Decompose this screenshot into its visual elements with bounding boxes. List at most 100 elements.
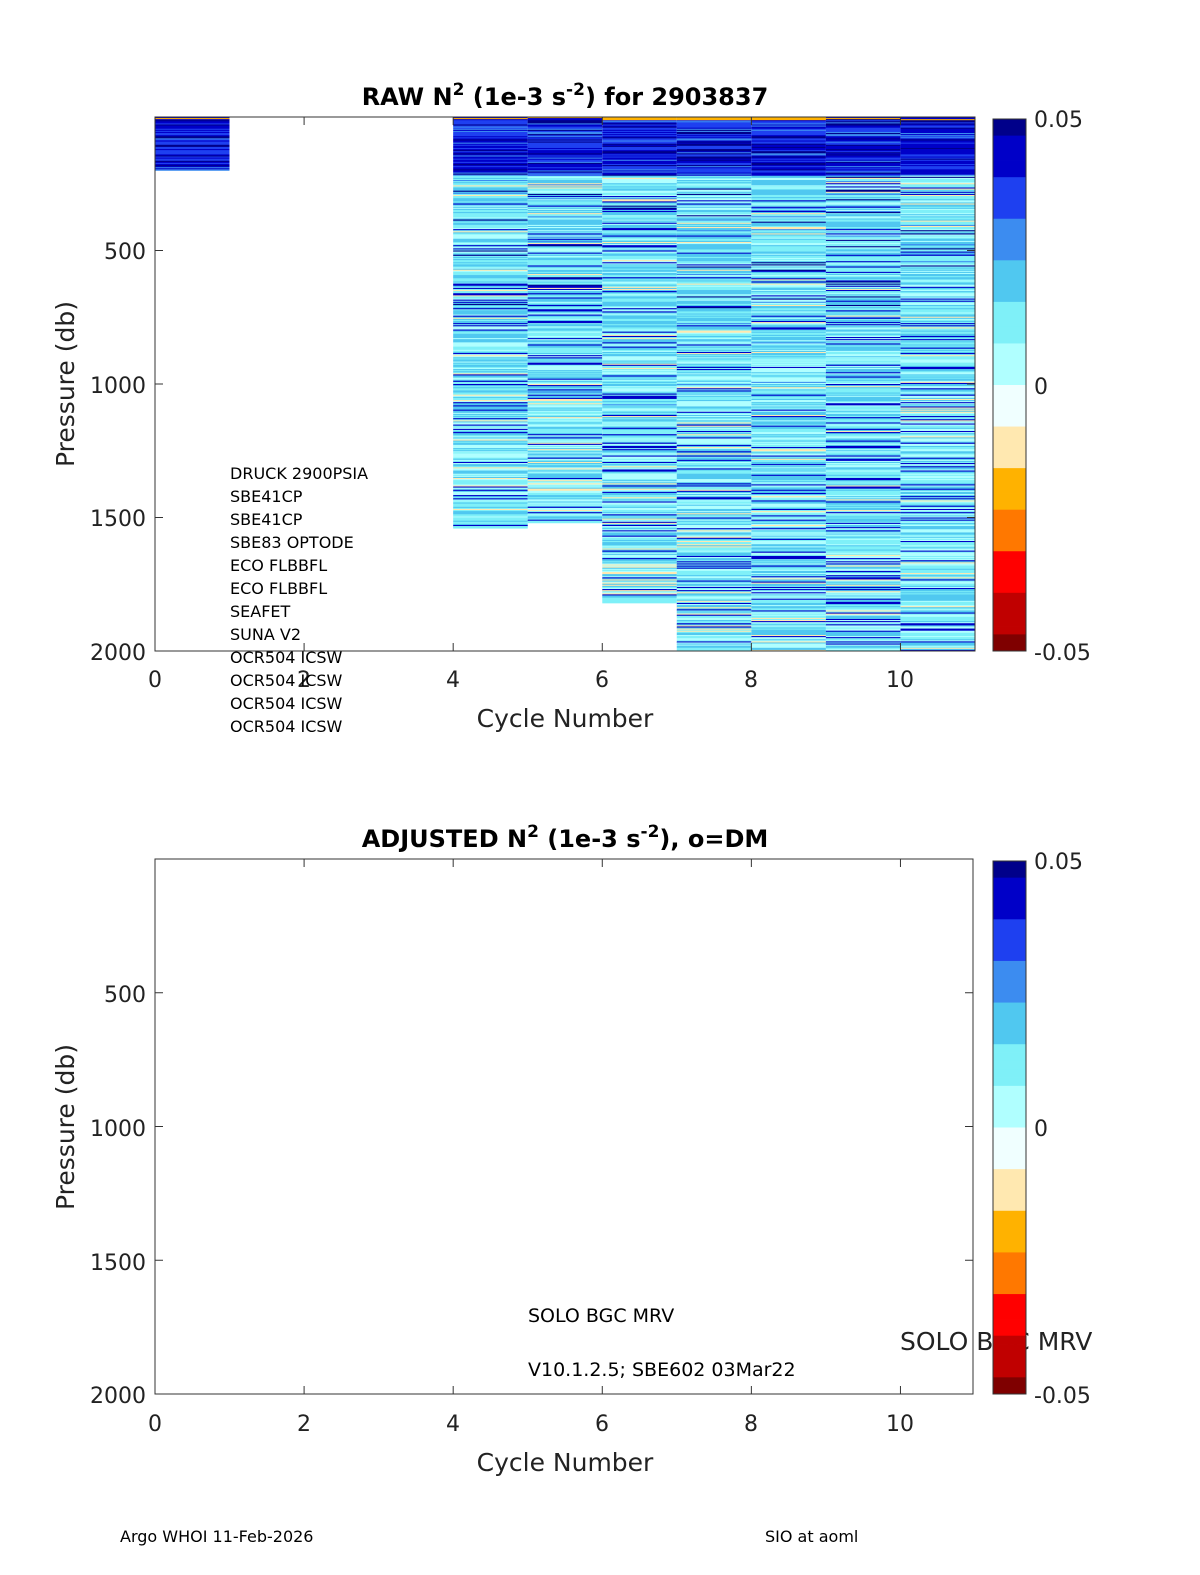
- heat-cell: [453, 216, 528, 218]
- heat-cell: [602, 206, 677, 209]
- heat-cell: [900, 367, 975, 370]
- heat-cell: [155, 136, 230, 138]
- heat-cell: [751, 391, 826, 393]
- heat-cell: [453, 476, 528, 479]
- heat-cell: [825, 518, 901, 521]
- heat-cell: [527, 204, 603, 207]
- heat-cell: [676, 360, 752, 362]
- heat-cell: [751, 356, 826, 358]
- heat-cell: [602, 267, 677, 270]
- heat-cell: [453, 361, 528, 364]
- heat-cell: [155, 160, 230, 163]
- heat-cell: [900, 592, 975, 594]
- heat-cell: [751, 129, 826, 132]
- heat-cell: [751, 121, 826, 123]
- heat-cell: [900, 154, 975, 156]
- heat-cell: [825, 173, 901, 176]
- heat-cell: [602, 506, 677, 509]
- heat-cell: [825, 326, 901, 328]
- heat-cell: [825, 354, 901, 356]
- heat-cell: [900, 488, 975, 491]
- heat-cell: [900, 375, 975, 377]
- heat-cell: [453, 486, 528, 488]
- heat-cell: [900, 251, 975, 254]
- heat-cell: [527, 487, 603, 490]
- heat-cell: [825, 149, 901, 151]
- heat-cell: [751, 343, 826, 345]
- heat-cell: [676, 172, 752, 175]
- heat-cell: [751, 630, 826, 633]
- heat-cell: [900, 507, 975, 510]
- heat-cell: [900, 607, 975, 609]
- heat-cell: [676, 138, 752, 140]
- heat-cell: [602, 135, 677, 137]
- heat-cell: [602, 362, 677, 365]
- heat-cell: [900, 502, 975, 505]
- heat-cell: [676, 301, 752, 304]
- heat-cell: [751, 200, 826, 202]
- heat-cell: [751, 440, 826, 443]
- heat-cell: [825, 616, 901, 619]
- heat-cell: [676, 296, 752, 298]
- heat-cell: [751, 338, 826, 340]
- heat-cell: [676, 131, 752, 134]
- heat-cell: [602, 452, 677, 454]
- heat-cell: [900, 354, 975, 356]
- heat-cell: [825, 554, 901, 557]
- heat-cell: [676, 398, 752, 401]
- heat-cell: [453, 120, 528, 122]
- heat-cell: [676, 351, 752, 354]
- heat-cell: [751, 482, 826, 484]
- heat-cell: [751, 341, 826, 343]
- heat-cell: [825, 192, 901, 195]
- adjusted-ytick-label: 500: [104, 983, 146, 1008]
- heat-cell: [751, 526, 826, 528]
- heat-cell: [900, 365, 975, 368]
- heat-cell: [527, 224, 603, 227]
- heat-cell: [676, 181, 752, 183]
- heat-cell: [602, 432, 677, 434]
- heat-cell: [825, 342, 901, 344]
- heat-cell: [751, 203, 826, 205]
- colorbar-swatch: [993, 1019, 1026, 1028]
- heat-cell: [676, 516, 752, 518]
- heat-cell: [751, 136, 826, 138]
- heat-cell: [453, 503, 528, 506]
- heat-cell: [825, 282, 901, 285]
- heat-cell: [676, 317, 752, 320]
- heat-cell: [751, 249, 826, 251]
- heat-cell: [602, 198, 677, 200]
- heat-cell: [453, 350, 528, 353]
- heat-cell: [825, 497, 901, 499]
- raw-x-axis-label: Cycle Number: [477, 704, 654, 733]
- heat-cell: [751, 484, 826, 486]
- heat-cell: [751, 210, 826, 213]
- heat-cell: [825, 504, 901, 507]
- heat-cell: [527, 400, 603, 402]
- heat-cell: [676, 565, 752, 568]
- heat-cell: [676, 342, 752, 344]
- heat-cell: [453, 308, 528, 310]
- heat-cell: [900, 129, 975, 132]
- heat-cell: [825, 293, 901, 295]
- heat-cell: [602, 412, 677, 415]
- heat-cell: [602, 160, 677, 163]
- raw-y-axis-label: Pressure (db): [51, 301, 80, 467]
- colorbar-swatch: [993, 501, 1026, 511]
- heat-cell: [825, 514, 901, 516]
- heat-cell: [676, 233, 752, 235]
- heat-cell: [602, 370, 677, 372]
- heat-cell: [527, 339, 603, 341]
- heat-cell: [527, 146, 603, 149]
- heat-cell: [602, 361, 677, 364]
- heat-cell: [900, 189, 975, 192]
- heat-cell: [751, 354, 826, 356]
- heat-cell: [602, 188, 677, 191]
- heat-cell: [900, 302, 975, 305]
- heat-cell: [527, 507, 603, 510]
- colorbar-swatch: [993, 484, 1026, 494]
- heat-cell: [676, 245, 752, 247]
- heat-cell: [825, 584, 901, 587]
- heat-cell: [825, 467, 901, 469]
- heat-cell: [527, 222, 603, 225]
